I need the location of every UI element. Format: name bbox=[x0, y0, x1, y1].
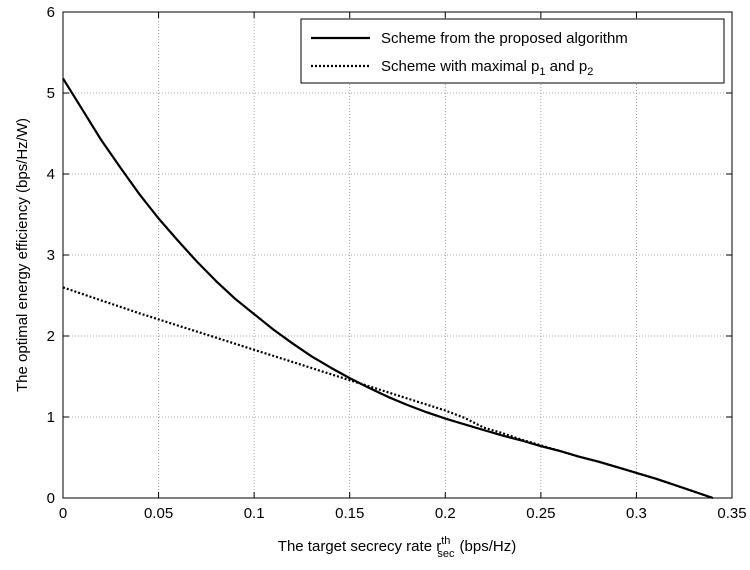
x-axis-label-sup: th bbox=[441, 535, 450, 547]
axis-ticks: 0 0.05 0.1 0.15 0.2 0.25 0.3 0.35 0 1 2 3 4 5 6 bbox=[47, 4, 747, 522]
x-tick-label-5: 0.25 bbox=[526, 505, 555, 522]
grid-lines bbox=[63, 12, 732, 498]
series-line-maximal-power bbox=[62, 286, 714, 500]
legend-box bbox=[300, 18, 725, 84]
y-tick-label-2: 2 bbox=[47, 328, 55, 345]
x-axis-label: The target secrecy rate rth sec (bps/Hz) bbox=[278, 535, 516, 560]
y-tick-label-5: 5 bbox=[47, 85, 55, 102]
x-tick-label-3: 0.15 bbox=[335, 505, 364, 522]
y-axis-label: The optimal energy efficiency (bps/Hz/W) bbox=[14, 118, 31, 392]
y-tick-label-6: 6 bbox=[47, 4, 55, 21]
series-lines bbox=[62, 77, 714, 500]
legend-label-proposed: Scheme from the proposed algorithm bbox=[381, 30, 628, 47]
x-axis-label-main: The target secrecy rate r bbox=[278, 538, 441, 555]
x-tick-label-2: 0.1 bbox=[244, 505, 265, 522]
plot-frame bbox=[62, 11, 733, 499]
x-tick-label-0: 0 bbox=[59, 505, 67, 522]
legend-label-maximal-part2: and p bbox=[546, 58, 588, 75]
x-tick-label-6: 0.3 bbox=[626, 505, 647, 522]
legend-label-maximal-part1: Scheme with maximal p bbox=[381, 58, 539, 75]
legend-label-maximal-sub1: 1 bbox=[539, 66, 545, 78]
x-tick-label-7: 0.35 bbox=[717, 505, 746, 522]
legend-label-maximal: Scheme with maximal p1 and p2 bbox=[381, 58, 593, 78]
x-tick-label-1: 0.05 bbox=[144, 505, 173, 522]
x-axis-label-unit: (bps/Hz) bbox=[460, 538, 517, 555]
x-axis-label-sub: sec bbox=[437, 548, 455, 560]
x-tick-label-4: 0.2 bbox=[435, 505, 456, 522]
y-tick-label-1: 1 bbox=[47, 409, 55, 426]
series-line-proposed-algorithm bbox=[62, 77, 714, 500]
y-tick-label-0: 0 bbox=[47, 490, 55, 507]
y-tick-label-4: 4 bbox=[47, 166, 55, 183]
legend: Scheme from the proposed algorithm Schem… bbox=[300, 18, 725, 84]
y-tick-label-3: 3 bbox=[47, 247, 55, 264]
legend-label-maximal-sub2: 2 bbox=[587, 66, 593, 78]
